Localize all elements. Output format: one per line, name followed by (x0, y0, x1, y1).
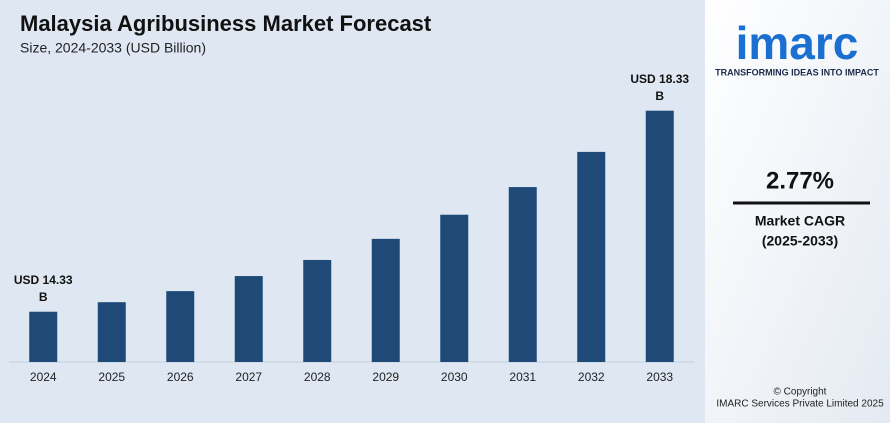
cagr-value: 2.77% (766, 167, 834, 194)
x-tick-label: 2032 (578, 370, 605, 384)
x-tick-label: 2024 (30, 370, 57, 384)
bar (166, 291, 195, 362)
bar (303, 259, 332, 362)
copyright: © Copyright (774, 387, 827, 398)
bar (645, 110, 674, 362)
x-tick-label: 2028 (304, 370, 331, 384)
company: IMARC Services Private Limited 2025 (716, 399, 884, 410)
logo: imarc (736, 17, 859, 69)
x-tick-label: 2030 (441, 370, 468, 384)
bar (371, 238, 400, 362)
cagr-label: Market CAGR (755, 213, 845, 229)
sidebar-bg (705, 0, 890, 423)
value-label: USD 14.33 B (13, 272, 73, 304)
value-label: USD 18.33 B (630, 71, 690, 103)
cagr-period: (2025-2033) (762, 233, 838, 249)
x-tick-label: 2025 (98, 370, 125, 384)
x-tick-label: 2027 (235, 370, 262, 384)
bar (29, 311, 58, 362)
bar (508, 187, 537, 362)
x-tick-label: 2033 (646, 370, 673, 384)
bar (440, 214, 469, 362)
bar (234, 276, 263, 362)
tagline: TRANSFORMING IDEAS INTO IMPACT (715, 67, 879, 77)
x-tick-label: 2031 (509, 370, 536, 384)
x-tick-label: 2026 (167, 370, 194, 384)
x-tick-label: 2029 (372, 370, 399, 384)
chart-title: Malaysia Agribusiness Market Forecast (20, 11, 432, 36)
bar (97, 302, 126, 362)
chart-subtitle: Size, 2024-2033 (USD Billion) (20, 40, 206, 56)
bar (577, 151, 606, 362)
